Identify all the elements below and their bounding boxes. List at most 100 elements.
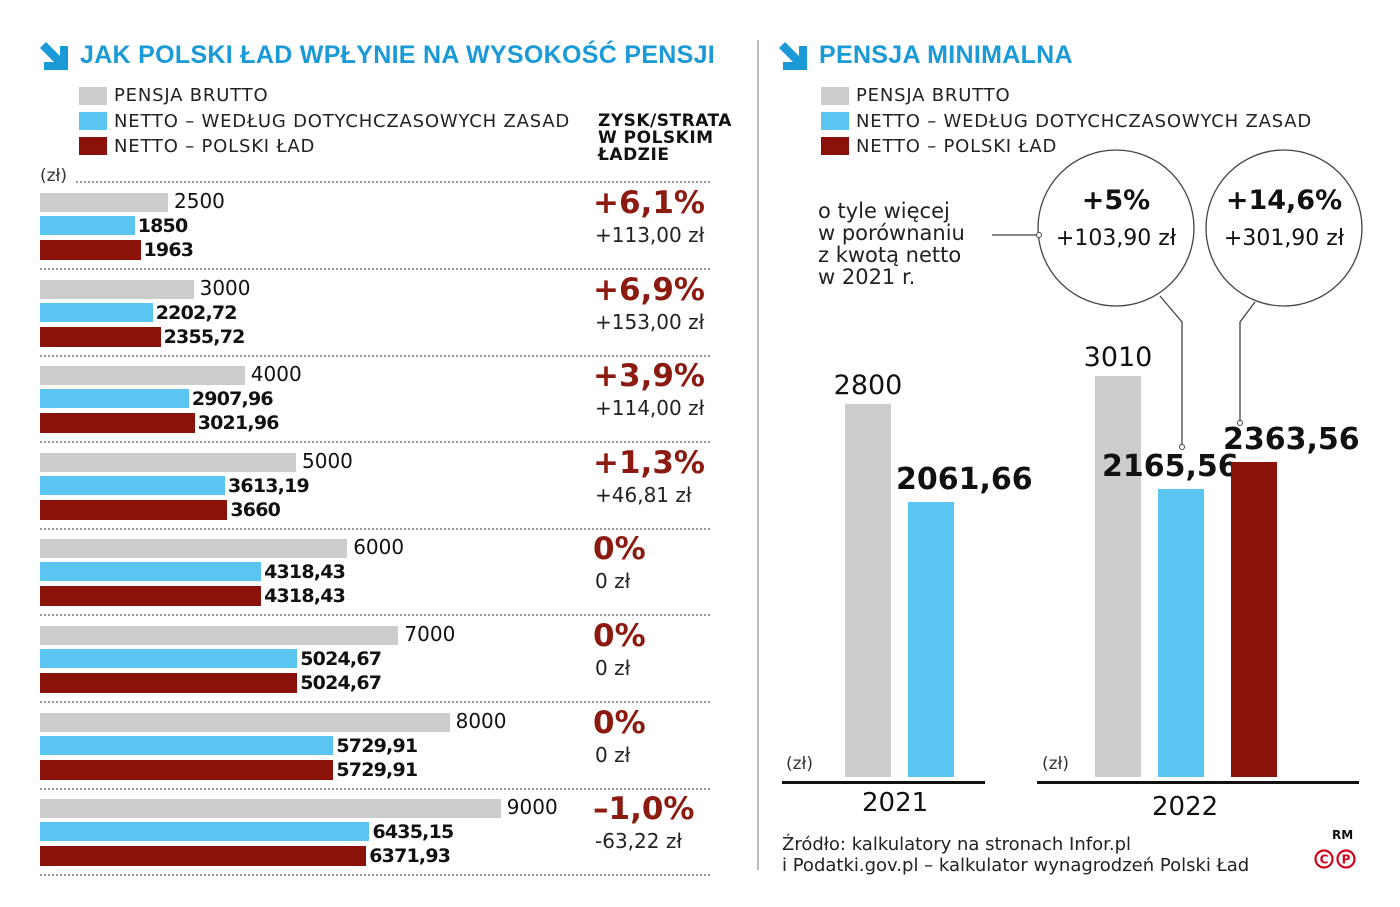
legend-label-netto-old: NETTO – WEDŁUG DOTYCHCZASOWYCH ZASAD bbox=[114, 111, 571, 132]
row-divider bbox=[76, 181, 710, 183]
right-unit-label-2022: (zł) bbox=[1042, 754, 1070, 774]
bar-brutto bbox=[40, 539, 348, 559]
bar-netto-new bbox=[40, 326, 161, 347]
change-pct: 0% bbox=[593, 704, 646, 741]
note-line: w 2021 r. bbox=[818, 265, 916, 289]
divider bbox=[757, 40, 759, 870]
value-label-brutto: 4000 bbox=[250, 362, 302, 387]
value-label-netto-old: 2202,72 bbox=[155, 301, 238, 324]
row-divider bbox=[40, 614, 710, 616]
legend-swatch-netto-old bbox=[821, 112, 849, 130]
change-pct: +3,9% bbox=[593, 358, 705, 395]
change-amount: +114,00 zł bbox=[595, 396, 705, 421]
source-text: Źródło: kalkulatory na stronach Infor.pl… bbox=[782, 834, 1249, 876]
value-label-brutto: 9000 bbox=[506, 795, 558, 820]
row-divider bbox=[40, 701, 710, 703]
change-pct: +1,3% bbox=[593, 444, 705, 481]
annotation-note: o tyle więcej w porównaniu z kwotą netto… bbox=[818, 200, 965, 288]
change-amount: +113,00 zł bbox=[595, 223, 705, 247]
author-initials: RM bbox=[1332, 828, 1354, 842]
copyright-p-logo: C P bbox=[1314, 849, 1356, 869]
change-pct: 0% bbox=[593, 618, 646, 654]
legend-swatch-brutto bbox=[821, 87, 849, 105]
bubble-pct: +14,6% bbox=[1225, 185, 1343, 216]
value-label-netto-old: 5024,67 bbox=[300, 648, 382, 670]
value-label-brutto: 7000 bbox=[404, 622, 456, 646]
svg-text:C: C bbox=[1320, 853, 1329, 867]
value-label-netto-new: 2355,72 bbox=[163, 325, 246, 348]
row-divider bbox=[40, 441, 710, 443]
change-pct: 0% bbox=[593, 531, 646, 568]
value-label-netto-new: 4318,43 bbox=[264, 585, 346, 608]
value-label-brutto: 3010 bbox=[1083, 342, 1153, 374]
value-label-brutto: 3000 bbox=[199, 275, 251, 300]
bar-brutto bbox=[40, 366, 245, 386]
source-line: i Podatki.gov.pl – kalkulator wynagrodze… bbox=[782, 855, 1250, 876]
bar-netto-old bbox=[1158, 488, 1204, 777]
svg-text:P: P bbox=[1342, 853, 1351, 867]
value-label-brutto: 2500 bbox=[174, 189, 225, 213]
change-amount: +153,00 zł bbox=[595, 309, 705, 334]
legend-label-netto-new: NETTO – POLSKI ŁAD bbox=[114, 136, 316, 157]
bubble-amount: +301,90 zł bbox=[1223, 226, 1345, 251]
legend-swatch-netto-new bbox=[821, 137, 849, 155]
bar-brutto bbox=[845, 404, 891, 777]
column-header-line: ŁADZIE bbox=[598, 145, 670, 165]
value-label-netto-old: 4318,43 bbox=[264, 561, 346, 584]
value-label-netto-new: 5024,67 bbox=[300, 672, 382, 694]
bubble-amount: +103,90 zł bbox=[1055, 226, 1177, 251]
connector-dot bbox=[1036, 232, 1042, 238]
category-label-2021: 2021 bbox=[862, 788, 929, 818]
row-divider bbox=[40, 268, 710, 270]
row-divider bbox=[40, 355, 710, 357]
legend-swatch-brutto bbox=[79, 87, 107, 105]
baseline-2022 bbox=[1037, 781, 1359, 784]
note-line: z kwotą netto bbox=[818, 243, 962, 267]
column-header-line: W POLSKIM bbox=[598, 128, 714, 148]
bar-netto-old bbox=[40, 649, 298, 668]
bar-netto-new bbox=[40, 673, 298, 693]
arrow-down-right-icon bbox=[779, 42, 807, 70]
value-label-brutto: 5000 bbox=[302, 448, 353, 473]
value-label-netto-old: 1850 bbox=[137, 215, 188, 237]
bubble-2: +14,6% +301,90 zł bbox=[1206, 185, 1362, 251]
change-amount: +46,81 zł bbox=[595, 482, 692, 507]
bar-netto-old bbox=[40, 216, 135, 235]
bubble-2-connector bbox=[1239, 301, 1256, 422]
value-label-netto-old: 3613,19 bbox=[227, 474, 310, 497]
value-label-netto-new: 1963 bbox=[143, 239, 194, 261]
value-label-netto-new: 3660 bbox=[230, 498, 281, 521]
bar-brutto bbox=[1095, 376, 1141, 777]
bar-netto-old bbox=[40, 475, 225, 495]
value-label-netto-old: 2061,66 bbox=[896, 462, 1033, 498]
bar-netto-new bbox=[40, 499, 228, 520]
right-title: PENSJA MINIMALNA bbox=[819, 41, 1073, 69]
bar-netto-old bbox=[40, 735, 334, 755]
legend-label-netto-new: NETTO – POLSKI ŁAD bbox=[856, 136, 1058, 157]
left-title: JAK POLSKI ŁAD WPŁYNIE NA WYSOKOŚĆ PENSJ… bbox=[80, 41, 716, 69]
change-amount: 0 zł bbox=[595, 656, 631, 680]
value-label-netto-old: 6435,15 bbox=[372, 821, 454, 844]
value-label-netto-old: 5729,91 bbox=[336, 734, 418, 757]
bar-netto-old bbox=[40, 562, 262, 582]
bar-netto-old bbox=[908, 502, 954, 777]
bar-brutto bbox=[40, 712, 450, 732]
note-line: w porównaniu bbox=[818, 221, 965, 245]
value-label-netto-new: 2363,56 bbox=[1223, 422, 1360, 458]
bar-brutto bbox=[40, 799, 501, 819]
baseline-2021 bbox=[782, 781, 985, 784]
bar-netto-new bbox=[40, 846, 367, 867]
bubble-circle-2 bbox=[1205, 149, 1363, 307]
bubble-pct: +5% bbox=[1081, 185, 1151, 216]
row-divider bbox=[40, 874, 710, 876]
change-pct: +6,9% bbox=[593, 271, 705, 308]
note-line: o tyle więcej bbox=[818, 199, 950, 223]
change-amount: 0 zł bbox=[595, 742, 631, 767]
bar-netto-new bbox=[40, 413, 195, 434]
bubble-circle-1 bbox=[1037, 149, 1195, 307]
connector-dot bbox=[1237, 420, 1243, 426]
bar-netto-old bbox=[40, 302, 153, 322]
value-label-netto-old: 2907,96 bbox=[191, 388, 274, 411]
